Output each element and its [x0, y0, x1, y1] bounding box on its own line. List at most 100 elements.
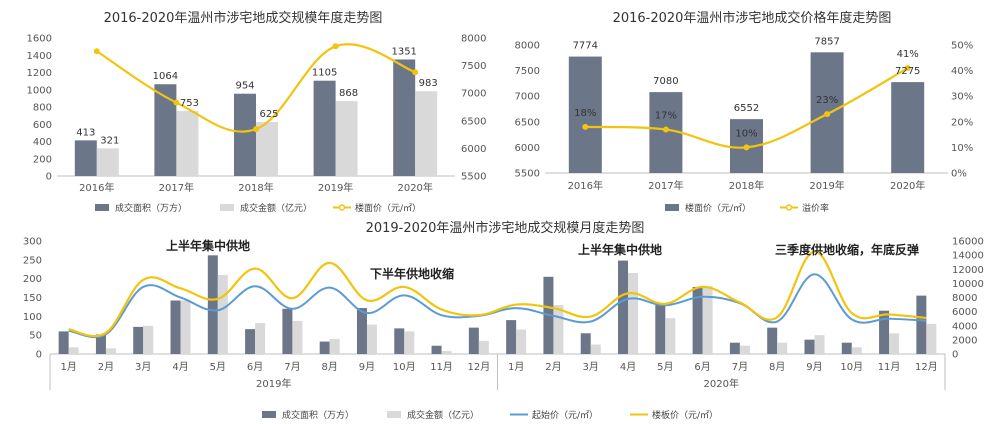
y2-tick-label: 7500	[461, 61, 486, 72]
y2-tick-label: 6000	[952, 307, 977, 318]
y-tick-label: 200	[33, 154, 52, 165]
area-bar	[95, 334, 106, 354]
premium-rate-point	[824, 111, 831, 118]
amount-bar	[329, 338, 340, 354]
amount-bar	[176, 111, 199, 176]
area-bar	[804, 339, 815, 354]
x-tick-label: 5月	[657, 361, 673, 373]
amount-bar	[777, 342, 788, 354]
area-bar	[431, 345, 442, 354]
x-tick-label: 12月	[915, 361, 938, 373]
x-tick-label: 2017年	[648, 179, 683, 192]
y2-tick-label: 16000	[952, 237, 984, 248]
y-tick-label: 7000	[515, 92, 540, 103]
y2-tick-label: 2000	[952, 335, 977, 346]
area-bar	[313, 80, 336, 176]
legend-amount-swatch	[220, 204, 234, 211]
area-bar	[245, 329, 256, 354]
floor-price-point	[412, 69, 419, 76]
legend-amount: 成交金额（亿元）	[407, 409, 479, 421]
floor-price-point	[253, 126, 259, 133]
legend-area: 成交面积（万方）	[115, 202, 187, 214]
y-tick-label: 1200	[27, 68, 52, 79]
premium-rate-point	[582, 123, 589, 130]
chart1-title: 2016-2020年温州市涉宅地成交规模年度走势图	[104, 10, 383, 26]
y-tick-label: 7500	[515, 66, 540, 77]
area-bar	[729, 342, 740, 354]
y-tick-label: 100	[23, 312, 42, 323]
amount-data-label: 868	[339, 88, 358, 99]
y-tick-label: 800	[33, 103, 52, 114]
y2-tick-label: 10000	[952, 279, 984, 290]
y2-tick-label: 4000	[952, 321, 977, 332]
start-price-line	[68, 273, 927, 339]
floor-price-data-label: 7857	[814, 36, 839, 47]
amount-bar	[292, 320, 303, 354]
floor-price-point	[93, 48, 100, 55]
y-tick-label: 250	[23, 255, 42, 266]
x-tick-label: 1月	[508, 361, 524, 373]
x-tick-label: 4月	[620, 361, 636, 373]
area-data-label: 1064	[153, 71, 178, 82]
x-tick-label: 2月	[545, 361, 561, 373]
area-bar	[207, 255, 218, 354]
x-tick-label: 2020年	[397, 181, 432, 194]
premium-rate-data-label: 18%	[574, 108, 596, 119]
y2-tick-label: 14000	[952, 251, 984, 262]
x-tick-label: 2016年	[79, 181, 114, 194]
area-bar	[74, 140, 97, 176]
premium-rate-data-label: 41%	[897, 49, 919, 60]
x-tick-label: 2019年	[318, 181, 353, 194]
x-tick-label: 2016年	[568, 179, 603, 192]
amount-bar	[628, 273, 639, 354]
y-tick-label: 6000	[515, 143, 540, 154]
y-tick-label: 0	[36, 350, 42, 361]
legend-amount: 成交金额（亿元）	[240, 202, 312, 214]
y-tick-label: 600	[33, 120, 52, 131]
area-bar	[879, 310, 890, 354]
area-data-label: 1105	[312, 68, 337, 79]
area-bar	[767, 327, 778, 354]
legend-amount-swatch	[387, 411, 401, 418]
x-tick-label: 7月	[284, 361, 300, 373]
x-tick-label: 9月	[359, 361, 375, 373]
x-tick-label: 11月	[430, 361, 453, 373]
y2-tick-label: 20%	[951, 117, 973, 128]
y2-tick-label: 7000	[461, 89, 486, 100]
monthly-scale-chart: 2019-2020年温州市涉宅地成交规模月度走势图 0 50 100 150 200 25…	[23, 220, 984, 421]
floor-price-line	[68, 250, 927, 338]
area-bar	[692, 286, 703, 354]
area-bar	[655, 304, 666, 354]
legend-floor-price: 楼板价（元/㎡）	[652, 409, 718, 421]
legend-floor-price-marker	[338, 204, 346, 211]
legend-premium-rate-marker	[785, 204, 793, 211]
amount-bar	[105, 348, 116, 354]
x-tick-label: 12月	[467, 361, 490, 373]
y2-tick-label: 8000	[952, 293, 977, 304]
floor-price-point	[173, 99, 180, 106]
annual-scale-chart: 2016-2020年温州市涉宅地成交规模年度走势图 0 200 400 600 800 1…	[27, 10, 487, 214]
premium-rate-point	[743, 144, 750, 151]
y2-tick-label: 5500	[461, 172, 486, 183]
legend-floor-price-swatch	[665, 204, 679, 211]
amount-bar	[441, 350, 452, 354]
area-bar	[394, 328, 405, 354]
area-bar	[319, 341, 330, 354]
chart-annotation: 下半年供地收缩	[370, 266, 454, 281]
amount-bar	[590, 344, 601, 354]
area-data-label: 413	[76, 127, 95, 138]
y-tick-label: 6500	[515, 117, 540, 128]
amount-bar	[217, 274, 228, 354]
y-tick-label: 150	[23, 293, 42, 304]
x-tick-label: 8月	[322, 361, 338, 373]
y2-tick-label: 0	[952, 350, 958, 361]
y2-tick-label: 30%	[951, 92, 973, 103]
y2-tick-label: 40%	[951, 66, 973, 77]
amount-bar	[889, 333, 900, 354]
y-tick-label: 0	[46, 172, 52, 183]
area-data-label: 1351	[391, 46, 416, 57]
floor-price-point	[332, 43, 339, 50]
area-bar	[618, 260, 629, 354]
premium-rate-data-label: 10%	[735, 128, 757, 139]
